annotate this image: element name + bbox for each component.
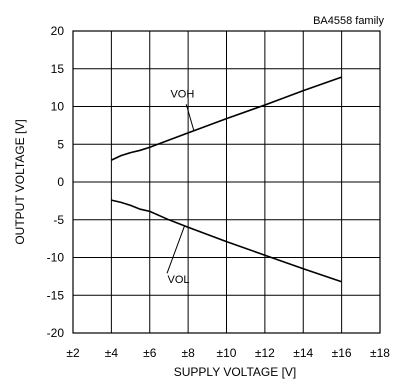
y-axis-title: OUTPUT VOLTAGE [V] xyxy=(13,119,27,244)
x-axis-title: SUPPLY VOLTAGE [V] xyxy=(174,365,297,379)
y-tick-label: 5 xyxy=(57,137,64,151)
series-line-vol xyxy=(111,199,342,283)
x-tick-label: ±12 xyxy=(255,346,275,360)
x-tick-label: ±16 xyxy=(332,346,352,360)
y-tick-label: -5 xyxy=(53,213,64,227)
x-tick-label: ±2 xyxy=(66,346,80,360)
series-labels: VOH VOL xyxy=(168,88,195,286)
y-tick-label: -10 xyxy=(47,251,65,265)
tick-labels: ±2 ±4 ±6 ±8 ±10 ±12 ±14 ±16 ±18 -20 -15 -10 -5 0 5 10 15… xyxy=(47,24,391,360)
grid xyxy=(73,31,380,333)
series-lines xyxy=(111,76,342,283)
series-label-vol: VOL xyxy=(168,274,190,286)
y-tick-label: -15 xyxy=(47,288,65,302)
x-tick-label: ±14 xyxy=(293,346,313,360)
y-tick-label: 0 xyxy=(57,175,64,189)
voh-leader-line xyxy=(185,104,195,131)
x-tick-label: ±18 xyxy=(370,346,390,360)
vol-leader-line xyxy=(166,226,185,274)
x-tick-label: ±10 xyxy=(217,346,237,360)
plot-frame xyxy=(72,30,381,334)
x-tick-label: ±4 xyxy=(105,346,119,360)
y-tick-label: 10 xyxy=(51,100,65,114)
series-label-voh: VOH xyxy=(170,88,194,100)
x-tick-label: ±8 xyxy=(181,346,195,360)
y-tick-label: -20 xyxy=(47,326,65,340)
y-tick-label: 20 xyxy=(51,24,65,38)
y-tick-label: 15 xyxy=(51,62,65,76)
family-annotation: BA4558 family xyxy=(313,15,384,27)
x-tick-label: ±6 xyxy=(143,346,157,360)
series-line-voh xyxy=(111,76,342,161)
